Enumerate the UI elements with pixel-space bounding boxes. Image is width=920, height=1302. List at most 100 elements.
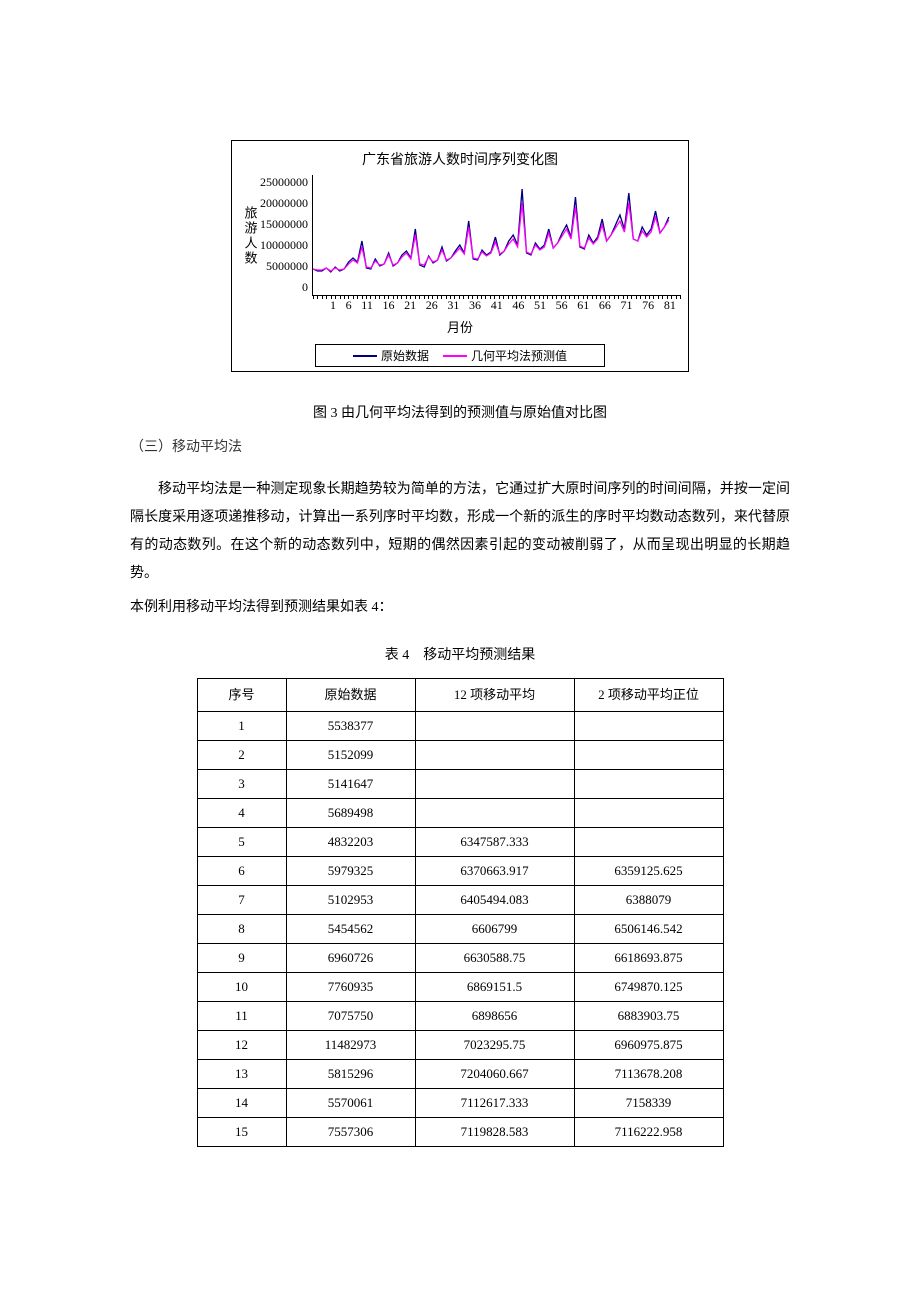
table-cell: 5 [197, 827, 286, 856]
table-cell: 5538377 [286, 711, 415, 740]
table-cell: 6606799 [415, 914, 574, 943]
table-cell: 5454562 [286, 914, 415, 943]
x-tick: 56 [556, 298, 568, 313]
table-header: 序号 [197, 679, 286, 712]
table-row: 15538377 [197, 711, 723, 740]
x-tick: 31 [447, 298, 459, 313]
table-cell [415, 769, 574, 798]
table-cell: 5979325 [286, 856, 415, 885]
y-tick: 20000000 [260, 196, 308, 211]
table-cell: 6370663.917 [415, 856, 574, 885]
chart-body: 旅游人数 25000000 20000000 15000000 10000000 500… [240, 175, 680, 296]
x-tick: 41 [491, 298, 503, 313]
table-cell: 7112617.333 [415, 1088, 574, 1117]
table-row: 35141647 [197, 769, 723, 798]
table-cell: 5815296 [286, 1059, 415, 1088]
table-header: 原始数据 [286, 679, 415, 712]
table-row: 1575573067119828.5837116222.958 [197, 1117, 723, 1146]
table-row: 12114829737023295.756960975.875 [197, 1030, 723, 1059]
table-cell: 6405494.083 [415, 885, 574, 914]
table-cell: 7204060.667 [415, 1059, 574, 1088]
table-cell: 6388079 [574, 885, 723, 914]
table-cell: 6960726 [286, 943, 415, 972]
table-cell: 7760935 [286, 972, 415, 1001]
legend-label: 原始数据 [381, 347, 429, 364]
x-tick: 66 [599, 298, 611, 313]
table-cell: 9 [197, 943, 286, 972]
table-cell: 6749870.125 [574, 972, 723, 1001]
table-row: 659793256370663.9176359125.625 [197, 856, 723, 885]
table-cell: 11482973 [286, 1030, 415, 1059]
x-tick: 21 [404, 298, 416, 313]
table-cell [574, 798, 723, 827]
table-header: 12 项移动平均 [415, 679, 574, 712]
x-tick: 6 [346, 298, 352, 313]
table-cell: 6883903.75 [574, 1001, 723, 1030]
table-cell: 7119828.583 [415, 1117, 574, 1146]
table-row: 1358152967204060.6677113678.208 [197, 1059, 723, 1088]
y-axis-label: 旅游人数 [240, 175, 260, 296]
table-4: 序号原始数据12 项移动平均2 项移动平均正位 1553837725152099… [197, 678, 724, 1147]
table-row: 25152099 [197, 740, 723, 769]
y-tick: 0 [260, 280, 308, 295]
x-tick: 81 [664, 298, 676, 313]
x-tick: 26 [426, 298, 438, 313]
series-line [313, 203, 669, 271]
table-cell: 5141647 [286, 769, 415, 798]
table-cell: 2 [197, 740, 286, 769]
table-row: 11707575068986566883903.75 [197, 1001, 723, 1030]
table-cell [574, 740, 723, 769]
table-cell: 7116222.958 [574, 1117, 723, 1146]
paragraph-1: 移动平均法是一种测定现象长期趋势较为简单的方法，它通过扩大原时间序列的时间间隔，… [130, 476, 790, 588]
chart-legend: 原始数据 几何平均法预测值 [315, 344, 605, 367]
table-cell: 4832203 [286, 827, 415, 856]
table-cell: 4 [197, 798, 286, 827]
table-row: 1455700617112617.3337158339 [197, 1088, 723, 1117]
paragraph-2: 本例利用移动平均法得到预测结果如表 4： [130, 594, 790, 622]
table-4-caption: 表 4 移动平均预测结果 [130, 644, 790, 664]
y-tick: 25000000 [260, 175, 308, 190]
table-row: 8545456266067996506146.542 [197, 914, 723, 943]
table-cell: 7557306 [286, 1117, 415, 1146]
x-tick: 76 [642, 298, 654, 313]
x-tick: 51 [534, 298, 546, 313]
table-row: 969607266630588.756618693.875 [197, 943, 723, 972]
table-cell: 6869151.5 [415, 972, 574, 1001]
table-cell: 12 [197, 1030, 286, 1059]
y-tick: 5000000 [260, 259, 308, 274]
legend-swatch [353, 355, 377, 357]
table-cell: 7023295.75 [415, 1030, 574, 1059]
table-row: 45689498 [197, 798, 723, 827]
table-cell: 6898656 [415, 1001, 574, 1030]
table-cell [574, 769, 723, 798]
legend-label: 几何平均法预测值 [471, 347, 567, 364]
x-tick: 71 [621, 298, 633, 313]
table-cell: 14 [197, 1088, 286, 1117]
table-cell: 7075750 [286, 1001, 415, 1030]
legend-swatch [443, 355, 467, 357]
y-tick: 15000000 [260, 217, 308, 232]
table-cell: 6618693.875 [574, 943, 723, 972]
table-row: 548322036347587.333 [197, 827, 723, 856]
table-cell: 10 [197, 972, 286, 1001]
table-cell [415, 740, 574, 769]
table-cell: 6 [197, 856, 286, 885]
x-tick: 11 [361, 298, 373, 313]
x-axis-label: 月份 [240, 317, 680, 336]
x-tick: 36 [469, 298, 481, 313]
table-cell: 15 [197, 1117, 286, 1146]
table-cell: 6630588.75 [415, 943, 574, 972]
table-cell: 6347587.333 [415, 827, 574, 856]
chart-title: 广东省旅游人数时间序列变化图 [240, 149, 680, 169]
table-cell: 6359125.625 [574, 856, 723, 885]
table-cell: 1 [197, 711, 286, 740]
legend-item: 原始数据 [353, 347, 429, 364]
legend-item: 几何平均法预测值 [443, 347, 567, 364]
series-line [313, 189, 669, 272]
table-cell: 8 [197, 914, 286, 943]
table-cell: 5570061 [286, 1088, 415, 1117]
plot-area [312, 175, 680, 296]
y-tick: 10000000 [260, 238, 308, 253]
chart-container: 广东省旅游人数时间序列变化图 旅游人数 25000000 20000000 1500… [231, 140, 689, 372]
table-cell [574, 827, 723, 856]
